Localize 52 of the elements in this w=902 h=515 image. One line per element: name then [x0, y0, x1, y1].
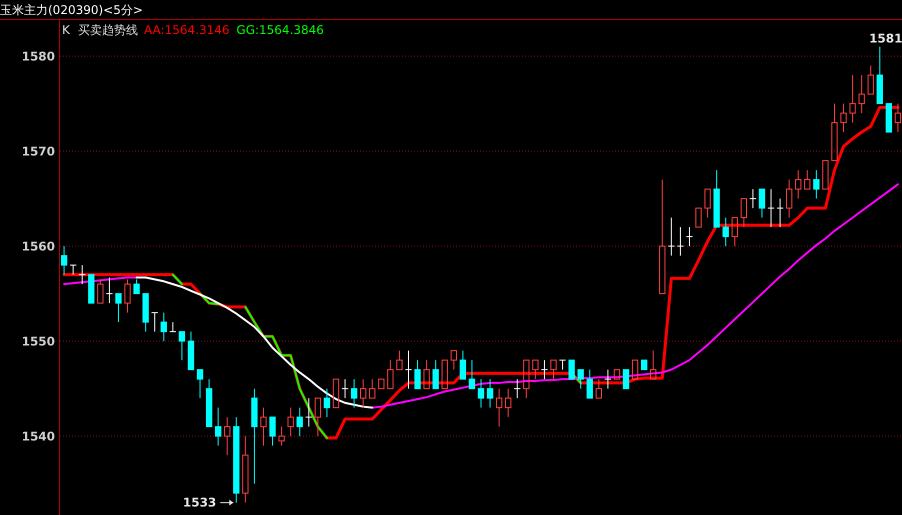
candlestick: [767, 188, 775, 228]
text: AA:1564.3146: [144, 23, 230, 37]
candlestick: [350, 378, 358, 408]
y-tick-label: 1550: [22, 334, 55, 348]
candlestick: [214, 407, 222, 446]
candlestick: [813, 170, 820, 200]
candlestick: [224, 416, 230, 456]
text: GG:1564.3846: [236, 23, 324, 37]
candlestick: [604, 369, 612, 390]
candlestick: [840, 103, 847, 133]
candlestick: [478, 378, 484, 408]
candlestick: [894, 103, 902, 133]
candlestick: [786, 179, 792, 218]
candlestick: [341, 378, 349, 399]
y-tick-label: 1540: [22, 429, 55, 444]
candlestick: [360, 378, 366, 408]
candlestick: [514, 378, 521, 399]
candlestick: [242, 436, 249, 504]
candlestick: [749, 188, 757, 209]
candlestick: [686, 226, 694, 247]
candlestick: [287, 407, 294, 437]
candlestick: [404, 350, 412, 390]
candlestick: [251, 388, 258, 484]
candlestick: [540, 360, 548, 380]
y-tick-label: 1560: [22, 239, 55, 254]
annotation: 1581: [869, 32, 902, 46]
candlestick: [260, 407, 267, 446]
chart-title: 玉米主力(020390)<5分>: [0, 3, 143, 17]
candlestick: [858, 74, 865, 114]
candlestick: [776, 198, 784, 228]
candlestick: [60, 246, 68, 276]
candlestick: [676, 226, 684, 256]
candlestick: [722, 217, 729, 247]
line-series: [136, 276, 374, 409]
y-tick-label: 1570: [22, 144, 55, 158]
candlestick: [78, 264, 86, 285]
chart-subtitle: K: [62, 23, 71, 37]
candlestick: [505, 388, 512, 418]
candlestick: [668, 217, 676, 256]
candlestick: [496, 388, 502, 428]
candlestick: [305, 398, 312, 428]
annotation: 1533: [182, 496, 216, 510]
legend-title: 买卖趋势线: [78, 23, 138, 37]
candlestick: [106, 276, 114, 304]
y-tick-label: 1580: [22, 49, 55, 64]
candlestick: [160, 312, 167, 342]
candlestick: [233, 416, 240, 504]
candlestick: [795, 170, 802, 200]
candlestick: [324, 388, 330, 418]
candlestick: [849, 74, 856, 124]
candlestick: [296, 407, 303, 437]
candlestick: [486, 378, 494, 408]
